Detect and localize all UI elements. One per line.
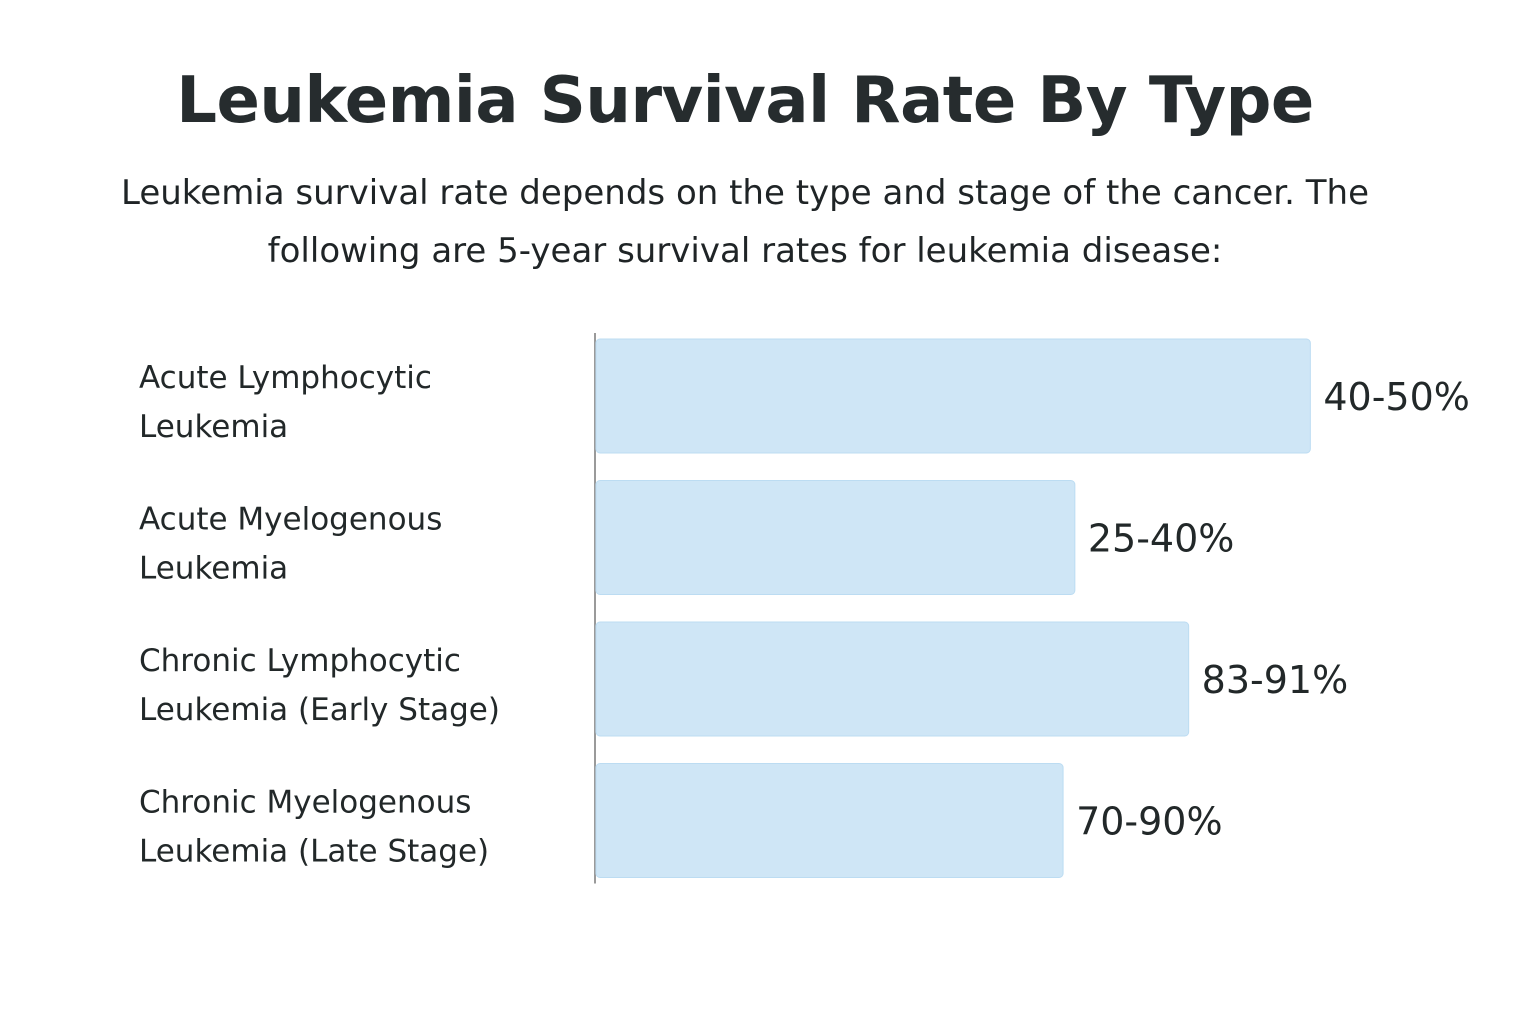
bar-4	[595, 763, 1064, 878]
category-label-3-line-2: Leukemia (Early Stage)	[139, 692, 500, 728]
category-label-4-line-1: Chronic Myelogenous	[139, 785, 471, 821]
category-label-4-line-2: Leukemia (Late Stage)	[139, 834, 489, 870]
category-label-1: Acute Lymphocytic Leukemia	[139, 360, 432, 445]
category-label-2: Acute Myelogenous Leukemia	[139, 502, 442, 587]
bar-value-label-1: 40-50%	[1323, 375, 1470, 419]
category-label-3-line-1: Chronic Lymphocytic	[139, 643, 461, 679]
bar-value-label-2: 25-40%	[1088, 517, 1235, 561]
category-label-2-line-1: Acute Myelogenous	[139, 502, 442, 538]
category-label-4: Chronic Myelogenous Leukemia (Late Stage)	[139, 785, 489, 870]
page-title: Leukemia Survival Rate By Type	[176, 64, 1314, 138]
category-label-3: Chronic Lymphocytic Leukemia (Early Stage…	[139, 643, 500, 728]
category-label-1-line-2: Leukemia	[139, 409, 288, 445]
bar-value-label-4: 70-90%	[1076, 800, 1223, 844]
bar-2	[595, 480, 1076, 595]
category-label-1-line-1: Acute Lymphocytic	[139, 360, 432, 396]
category-label-2-line-2: Leukemia	[139, 551, 288, 587]
page-subtitle: Leukemia survival rate depends on the ty…	[120, 173, 1370, 271]
bar-1	[595, 338, 1311, 454]
bar-value-label-3: 83-91%	[1202, 658, 1349, 702]
bar-3	[595, 621, 1190, 737]
